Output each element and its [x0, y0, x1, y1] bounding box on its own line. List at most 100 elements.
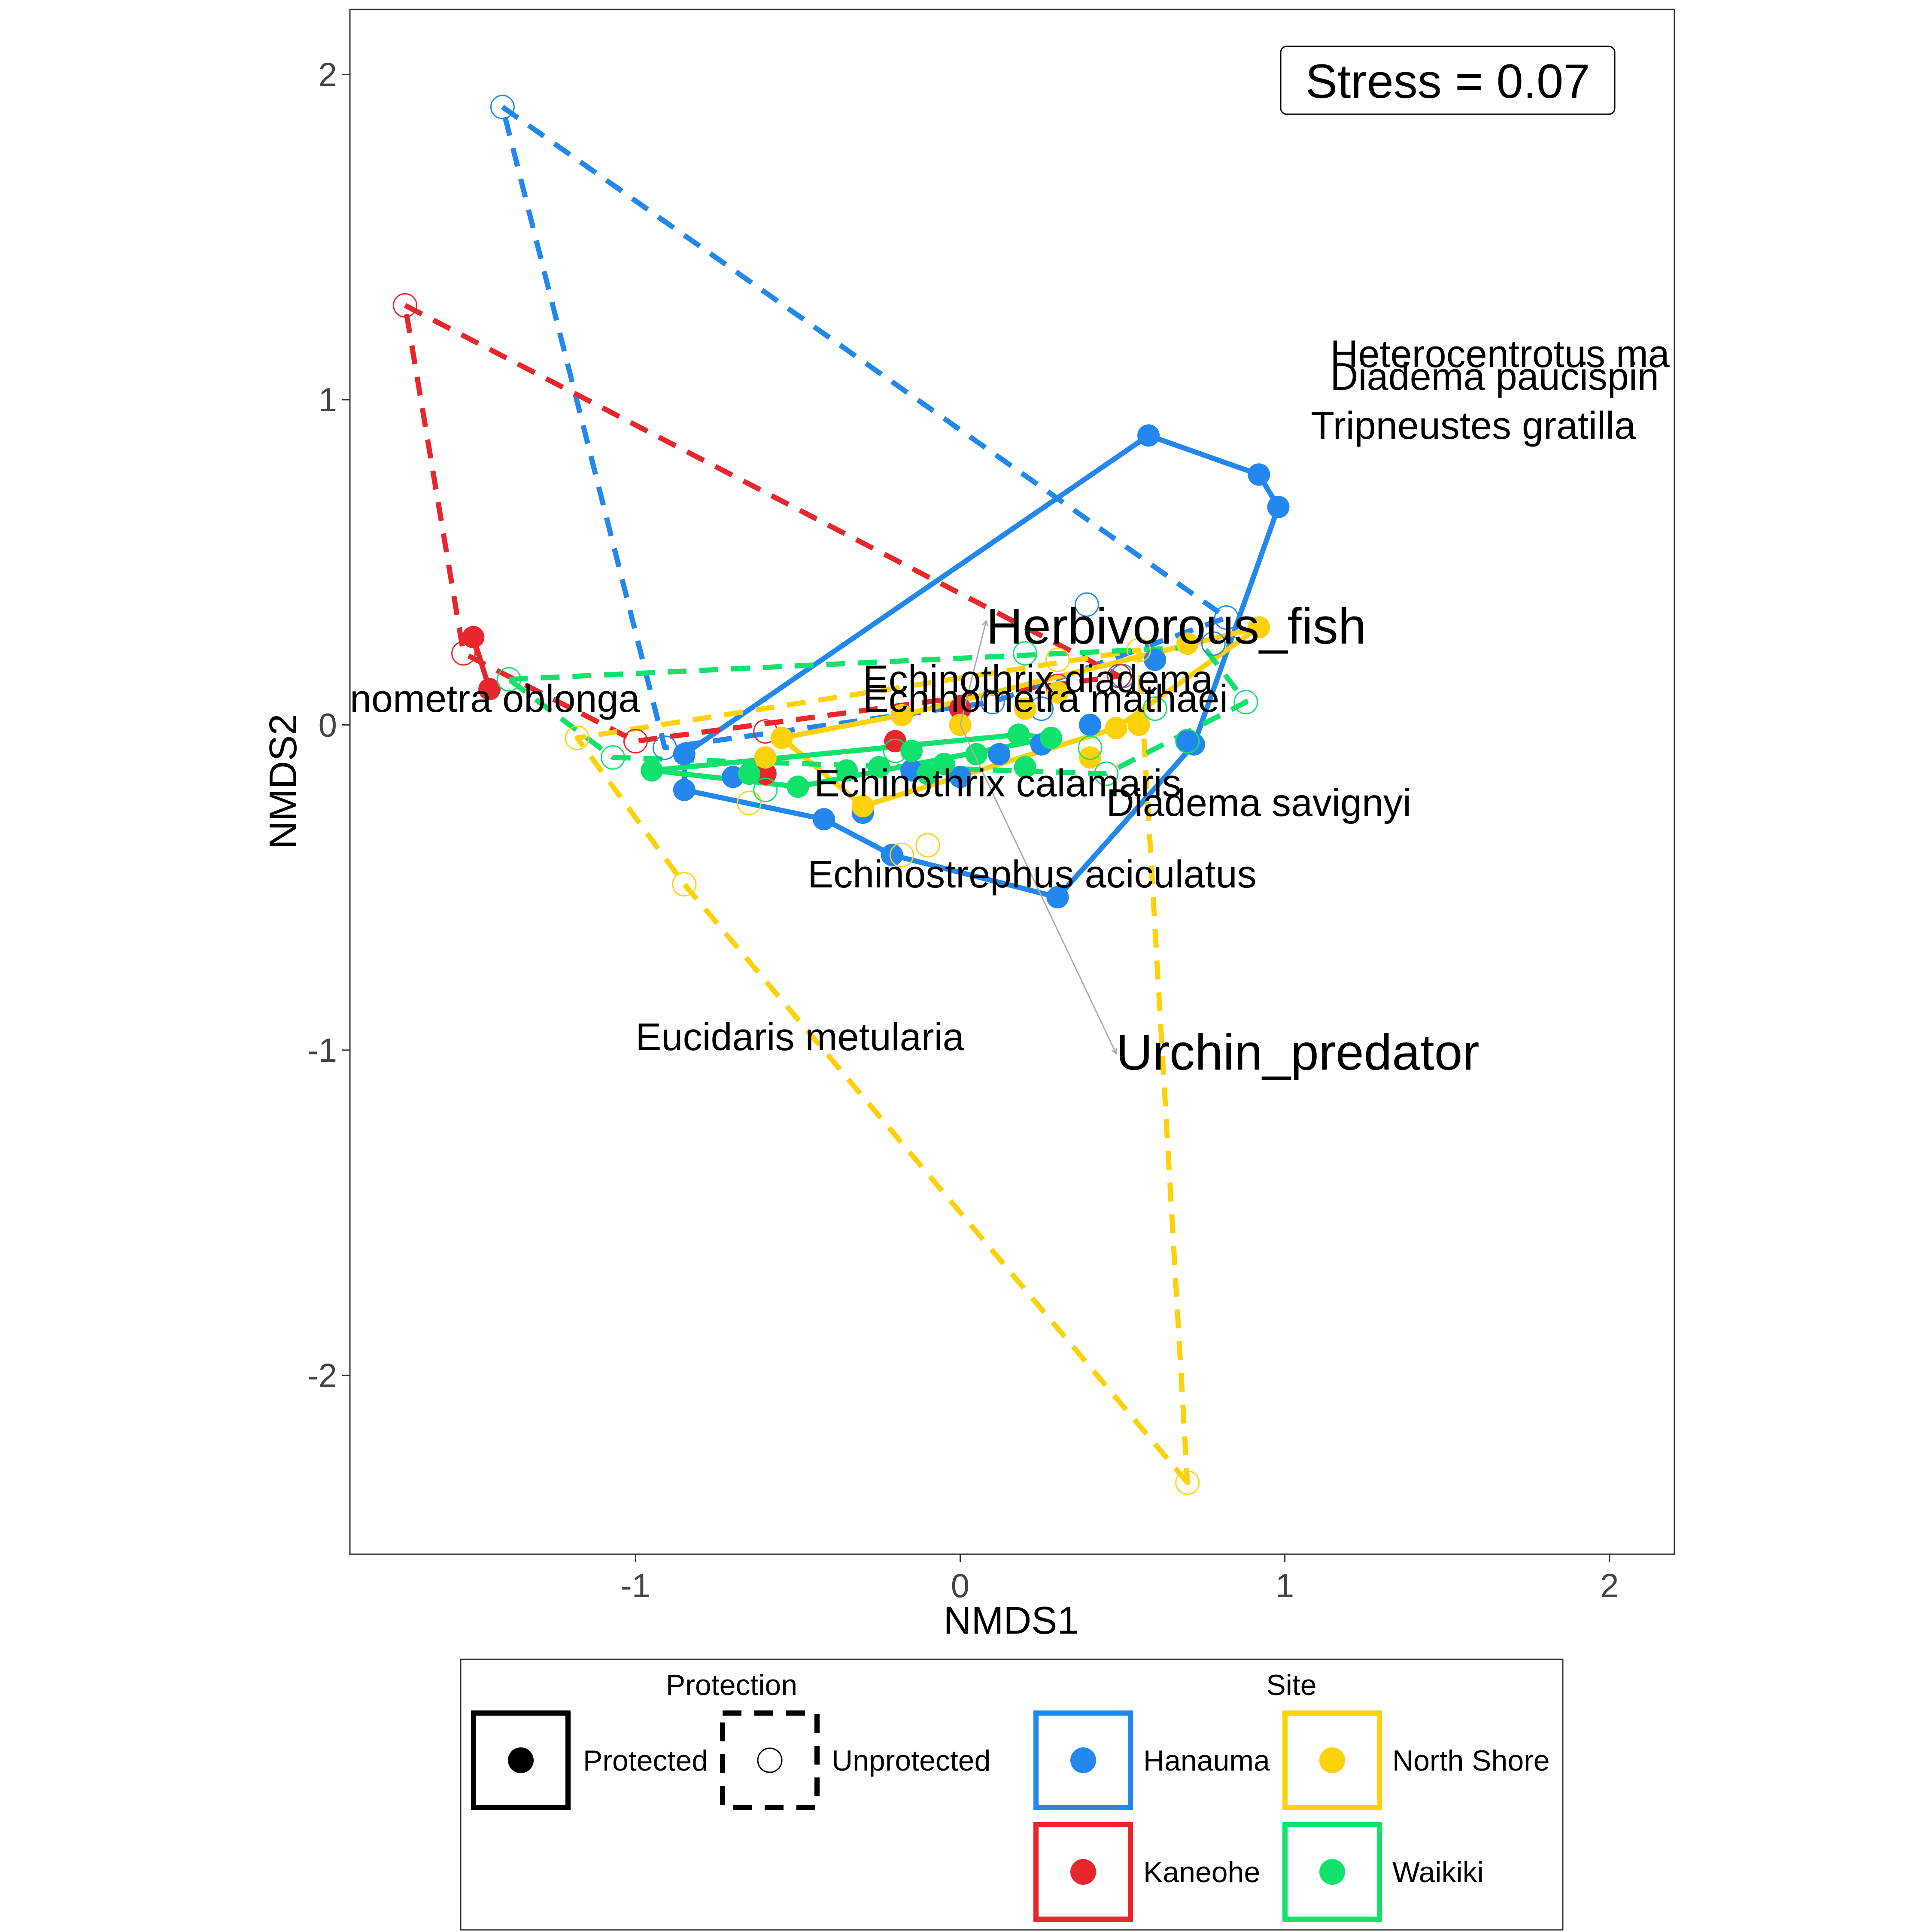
legend-key-protected: [471, 1710, 571, 1810]
point-waikiki-unprotected-4: [1013, 641, 1038, 666]
x-tick-label-1: 0: [951, 1567, 969, 1604]
hull-kaneohe-unprotected: [402, 303, 1122, 744]
y-tick-label-2: 0: [319, 706, 337, 744]
point-waikiki-unprotected-0: [497, 667, 521, 692]
species-label-echinothrix-diadema: Echinothrix diadema: [863, 658, 1213, 701]
point-hanauma-protected-17: [1176, 730, 1199, 753]
species-label-echinostrephus-aciculatus: Echinostrephus aciculatus: [808, 853, 1257, 896]
legend-label-kaneohe: Kaneohe: [1143, 1856, 1260, 1889]
point-hanauma-unprotected-1: [1214, 605, 1239, 630]
point-hanauma-protected-11: [949, 766, 972, 788]
point-hanauma-protected-14: [1079, 714, 1101, 736]
point-hanauma-unprotected-0: [490, 94, 515, 119]
vector-layer: [960, 621, 1116, 1053]
point-waikiki-protected-10: [868, 756, 890, 778]
point-north-shore-protected-11: [1046, 681, 1069, 704]
species-label-heterocentrotus-ma: Heterocentrotus ma: [1331, 333, 1670, 376]
vector-arrow-urchin-predator: [960, 724, 1116, 1053]
axes-layer: -1 0 1 2 -2 -1 0 1 2: [307, 56, 1619, 1605]
point-waikiki-protected-0: [641, 759, 663, 782]
point-hanauma-unprotected-2: [1074, 592, 1099, 617]
legend-marker-hanauma: [1070, 1747, 1096, 1773]
legend-box: [460, 1659, 1564, 1931]
legend-label-waikiki: Waikiki: [1392, 1856, 1484, 1889]
y-tick-label-0: -2: [307, 1356, 337, 1394]
point-north-shore-unprotected-3: [1126, 638, 1151, 662]
point-north-shore-protected-2: [851, 795, 874, 817]
point-waikiki-protected-6: [933, 753, 955, 775]
point-hanauma-protected-12: [988, 743, 1011, 766]
point-north-shore-unprotected-6: [889, 842, 914, 867]
point-north-shore-protected-8: [1127, 714, 1150, 736]
point-layer: [393, 94, 1290, 1495]
point-north-shore-protected-4: [890, 704, 913, 726]
x-tick-label-3: 2: [1600, 1567, 1619, 1604]
legend-marker-north-shore: [1319, 1747, 1345, 1773]
legend-title-protection: Protection: [666, 1669, 797, 1701]
hull-hanauma-unprotected: [500, 104, 1229, 750]
vector-label-urchin-predator: Urchin_predator: [1116, 1024, 1479, 1081]
point-hanauma-protected-4: [1046, 886, 1069, 908]
legend-marker-unprotected: [757, 1747, 783, 1773]
point-north-shore-protected-0: [1248, 616, 1270, 639]
point-north-shore-unprotected-5: [915, 833, 940, 858]
label-layer: Herbivorous_fish Urchin_predator Heterocen…: [350, 333, 1670, 1081]
point-waikiki-unprotected-6: [1078, 735, 1103, 760]
point-hanauma-protected-8: [673, 743, 696, 766]
species-label-echinothrix-calamaris: Echinothrix calamaris: [814, 762, 1181, 805]
legend-key-waikiki: [1282, 1822, 1382, 1922]
point-north-shore-protected-3: [770, 726, 793, 749]
hull-north-shore-unprotected: [574, 647, 1190, 1485]
point-hanauma-protected-6: [812, 808, 835, 831]
x-axis-title: NMDS1: [943, 1599, 1078, 1642]
point-north-shore-protected-5: [1014, 697, 1036, 720]
legend-marker-waikiki: [1319, 1859, 1345, 1885]
stress-box: [1280, 46, 1616, 115]
point-waikiki-protected-3: [787, 775, 809, 798]
species-label-diadema-paucispin: Diadema paucispin: [1331, 355, 1659, 398]
legend-marker-protected: [508, 1747, 534, 1773]
legend-key-hanauma: [1033, 1710, 1133, 1810]
point-waikiki-protected-2: [1040, 726, 1063, 749]
point-waikiki-unprotected-8: [753, 778, 778, 802]
point-hanauma-protected-7: [673, 778, 696, 801]
species-label-diadema-savignyi: Diadema savignyi: [1106, 782, 1411, 825]
y-tick-label-1: -1: [307, 1031, 337, 1069]
point-waikiki-protected-8: [1014, 756, 1036, 778]
y-tick-label-4: 2: [319, 56, 337, 94]
point-kaneohe-protected-3: [884, 730, 907, 753]
point-hanauma-unprotected-4: [980, 690, 1005, 714]
vector-label-herbivorous-fish: Herbivorous_fish: [986, 598, 1366, 655]
legend-label-protected: Protected: [583, 1744, 708, 1777]
legend-key-unprotected: [720, 1710, 820, 1810]
point-waikiki-unprotected-2: [1094, 761, 1119, 786]
species-label-echinometra-mathaei: Echinometra mathaei: [863, 677, 1228, 720]
point-kaneohe-unprotected-4: [1107, 664, 1132, 689]
point-hanauma-unprotected-3: [652, 735, 677, 760]
point-north-shore-unprotected-4: [737, 790, 762, 815]
point-waikiki-unprotected-9: [883, 738, 908, 763]
point-kaneohe-unprotected-0: [393, 293, 417, 318]
stress-label: Stress = 0.07: [1305, 55, 1590, 108]
point-waikiki-unprotected-5: [1175, 729, 1200, 753]
point-kaneohe-protected-1: [478, 678, 501, 701]
vector-arrow-herbivorous-fish: [960, 621, 987, 725]
point-hanauma-unprotected-7: [1201, 631, 1226, 656]
point-waikiki-unprotected-7: [1142, 696, 1167, 721]
point-waikiki-protected-1: [1007, 723, 1030, 746]
point-hanauma-protected-1: [1248, 463, 1270, 486]
stress-annotation: Stress = 0.07: [1280, 46, 1616, 115]
point-waikiki-unprotected-1: [1233, 690, 1258, 714]
point-north-shore-protected-9: [754, 746, 777, 769]
species-label-eucidaris-metularia: Eucidaris metularia: [635, 1016, 964, 1059]
point-hanauma-protected-2: [1267, 495, 1290, 518]
point-north-shore-protected-7: [1176, 632, 1199, 655]
point-waikiki-protected-11: [738, 762, 760, 785]
species-label-tripneustes-gratilla: Tripneustes gratilla: [1311, 404, 1636, 447]
legend-label-north-shore: North Shore: [1392, 1744, 1550, 1777]
legend-key-north-shore: [1282, 1710, 1382, 1810]
point-kaneohe-unprotected-1: [451, 641, 476, 666]
point-north-shore-unprotected-7: [1045, 647, 1070, 672]
